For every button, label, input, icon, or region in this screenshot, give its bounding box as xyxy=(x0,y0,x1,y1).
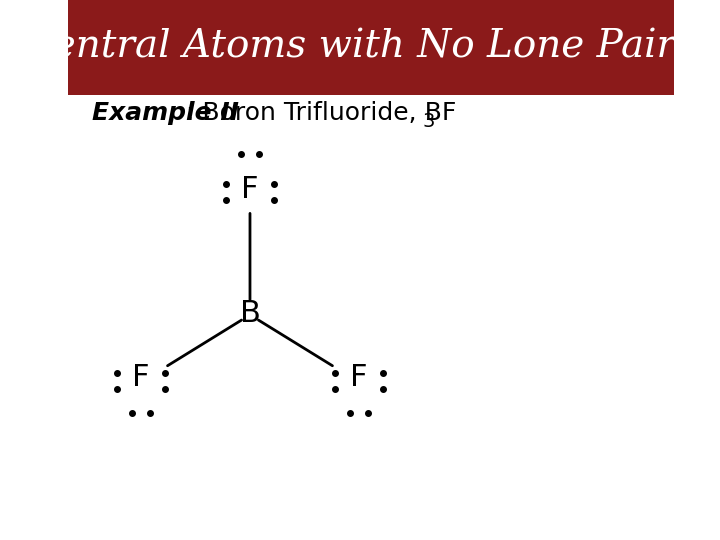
Text: Central Atoms with No Lone Pairs: Central Atoms with No Lone Pairs xyxy=(23,29,695,66)
Text: B: B xyxy=(240,299,261,328)
Text: 3: 3 xyxy=(423,112,435,131)
Text: : Boron Trifluoride, BF: : Boron Trifluoride, BF xyxy=(186,102,456,125)
FancyBboxPatch shape xyxy=(68,0,674,94)
Text: Example II: Example II xyxy=(92,102,239,125)
Text: F: F xyxy=(241,174,258,204)
Text: F: F xyxy=(132,363,150,393)
Text: F: F xyxy=(351,363,368,393)
